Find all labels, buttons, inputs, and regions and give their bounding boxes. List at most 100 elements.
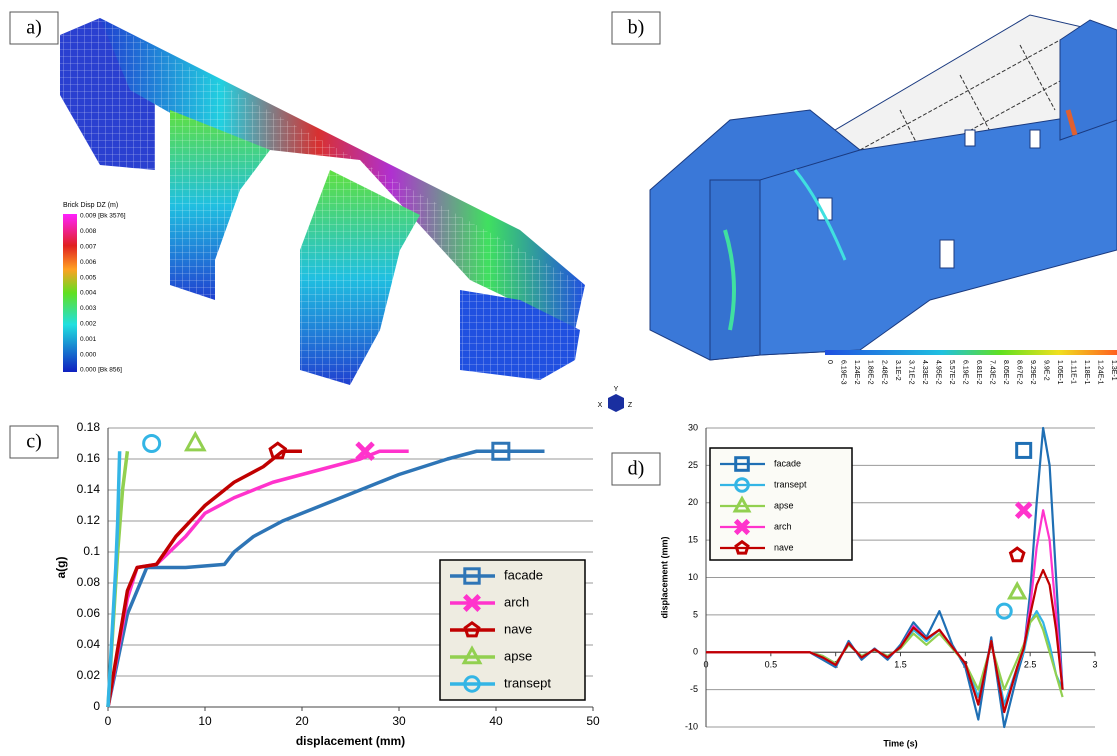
panel-label-a: a) — [10, 12, 58, 44]
legend-label: nave — [774, 542, 794, 552]
x-tick-label: 1.5 — [894, 659, 907, 669]
y-tick-label: 0.02 — [77, 668, 101, 682]
colorbar-label: 9.9E-2 — [1043, 360, 1050, 381]
y-tick-label: 0.1 — [83, 544, 100, 558]
colorbar-label: 6.19E-3 — [840, 360, 847, 385]
marker — [1010, 584, 1025, 598]
colorbar-label: 0.001 — [80, 336, 97, 343]
colorbar-label: 8.67E-2 — [1015, 360, 1022, 385]
legend-label: apse — [774, 500, 794, 510]
colorbar-label: 2.48E-2 — [880, 360, 887, 385]
y-tick-label: -5 — [690, 684, 698, 694]
colorbar-label: 0.004 — [80, 290, 97, 297]
triad-label: X — [598, 402, 603, 409]
y-tick-label: 10 — [688, 572, 698, 582]
legend: facade arch nave apse transept — [440, 560, 585, 700]
y-tick-label: 15 — [688, 535, 698, 545]
marker — [1017, 443, 1031, 457]
y-tick-label: 25 — [688, 460, 698, 470]
triad-label: Y — [614, 386, 619, 393]
panel-label: c) — [26, 431, 42, 453]
marker — [997, 604, 1011, 618]
colorbar-label: 0.005 — [80, 274, 97, 281]
figure: Brick Disp DZ (m) 0.009 [Bk 3576]0.0080.… — [0, 0, 1117, 751]
colorbar-label: 9.29E-2 — [1029, 360, 1036, 385]
x-tick-label: 0 — [105, 714, 112, 728]
legend-label: facade — [504, 567, 543, 582]
x-tick-label: 30 — [392, 714, 406, 728]
colorbar-label: 4.95E-2 — [934, 360, 941, 385]
colorbar-label: 1.18E-1 — [1083, 360, 1090, 385]
legend-label: apse — [504, 648, 532, 663]
legend-label: nave — [504, 621, 532, 636]
marker — [1017, 503, 1031, 517]
colorbar-b — [825, 350, 1117, 355]
marker — [144, 436, 160, 452]
colorbar-label: 0.007 — [80, 244, 97, 251]
x-axis-label: displacement (mm) — [296, 734, 405, 748]
colorbar-label: 0.006 — [80, 259, 97, 266]
panel-label: a) — [26, 17, 42, 39]
colorbar-label: 1.86E-2 — [867, 360, 874, 385]
x-tick-label: 3 — [1092, 659, 1097, 669]
y-tick-label: 0.08 — [77, 575, 101, 589]
panel-label-d: d) — [612, 453, 660, 485]
y-tick-label: 0.12 — [77, 513, 101, 527]
x-tick-label: 20 — [295, 714, 309, 728]
colorbar-label: 0 — [826, 360, 833, 364]
y-axis-label: a(g) — [54, 557, 68, 579]
legend-label: arch — [774, 521, 792, 531]
x-tick-label: 40 — [489, 714, 503, 728]
legend-label: transept — [774, 479, 807, 489]
marker — [187, 434, 205, 450]
panel-label: b) — [628, 17, 645, 39]
panel-b-model — [650, 15, 1117, 360]
x-axis-label: Time (s) — [883, 738, 917, 748]
colorbar-label: 5.57E-2 — [948, 360, 955, 385]
colorbar-label: 3.1E-2 — [894, 360, 901, 381]
colorbar-label: 0.008 — [80, 228, 97, 235]
colorbar-labels: 0.009 [Bk 3576]0.0080.0070.0060.0050.004… — [80, 213, 126, 374]
colorbar-label: 1.05E-1 — [1056, 360, 1063, 385]
y-tick-label: 0.06 — [77, 606, 101, 620]
y-tick-label: -10 — [685, 721, 698, 731]
axis-triad: Y X Z — [598, 386, 633, 412]
y-axis-label: displacement (mm) — [659, 536, 669, 618]
triad-label: Z — [628, 402, 633, 409]
marker — [1011, 548, 1024, 561]
y-tick-label: 0.14 — [77, 482, 101, 496]
colorbar-label: 0.000 — [80, 351, 97, 358]
x-tick-label: 0.5 — [765, 659, 778, 669]
colorbar-label: 1.3E-1 — [1110, 360, 1117, 381]
colorbar-label: 6.81E-2 — [975, 360, 982, 385]
y-tick-label: 0.18 — [77, 420, 101, 434]
colorbar-title: Brick Disp DZ (m) — [63, 202, 118, 209]
legend: facade transept apse arch nave — [710, 448, 852, 560]
colorbar-label: 8.05E-2 — [1002, 360, 1009, 385]
y-tick-label: 0.04 — [77, 637, 101, 651]
legend-label: facade — [774, 458, 801, 468]
panel-label-c: c) — [10, 426, 58, 458]
x-tick-label: 2.5 — [1024, 659, 1037, 669]
colorbar-label: 0.002 — [80, 321, 97, 328]
colorbar-label: 0.000 [Bk 856] — [80, 367, 122, 374]
panel-label: d) — [628, 458, 645, 480]
legend-label: transept — [504, 675, 551, 690]
colorbar-label: 0.003 — [80, 305, 97, 312]
x-tick-label: 50 — [586, 714, 600, 728]
colorbar-label: 1.11E-1 — [1070, 360, 1077, 384]
colorbar-a — [63, 214, 77, 372]
y-tick-label: 30 — [688, 422, 698, 432]
y-tick-label: 0 — [93, 699, 100, 713]
y-tick-label: 0.16 — [77, 451, 101, 465]
y-tick-label: 20 — [688, 497, 698, 507]
colorbar-label: 7.43E-2 — [988, 360, 995, 385]
colorbar-label: 1.24E-1 — [1097, 360, 1104, 385]
x-tick-label: 10 — [198, 714, 212, 728]
y-tick-label: 0 — [693, 647, 698, 657]
colorbar-label: 4.33E-2 — [921, 360, 928, 385]
colorbar-label: 3.71E-2 — [907, 360, 914, 385]
panel-label-b: b) — [612, 12, 660, 44]
legend-label: arch — [504, 594, 529, 609]
